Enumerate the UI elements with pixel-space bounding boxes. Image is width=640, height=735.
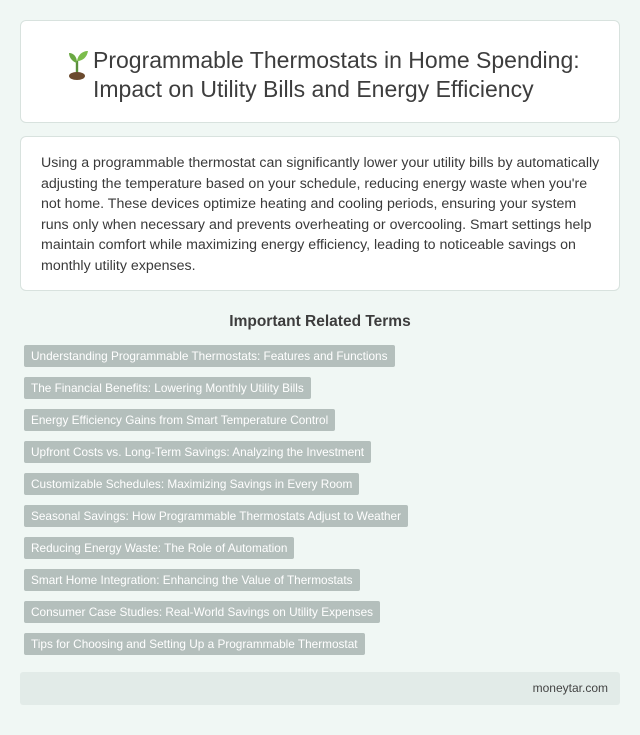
- related-terms-list: Understanding Programmable Thermostats: …: [24, 345, 614, 665]
- intro-card: Using a programmable thermostat can sign…: [20, 136, 620, 291]
- related-term-link[interactable]: Consumer Case Studies: Real-World Saving…: [24, 601, 381, 623]
- related-term-link[interactable]: Seasonal Savings: How Programmable Therm…: [24, 505, 409, 527]
- sprout-icon: [69, 51, 88, 80]
- footer-bar: moneytar.com: [20, 672, 620, 705]
- header-card: Programmable Thermostats in Home Spendin…: [20, 20, 620, 123]
- related-term-link[interactable]: Tips for Choosing and Setting Up a Progr…: [24, 633, 365, 655]
- related-terms-heading: Important Related Terms: [229, 313, 411, 330]
- related-term-link[interactable]: Understanding Programmable Thermostats: …: [24, 345, 395, 367]
- intro-paragraph: Using a programmable thermostat can sign…: [41, 155, 600, 274]
- footer-site-link[interactable]: moneytar.com: [532, 681, 608, 695]
- related-term-link[interactable]: Energy Efficiency Gains from Smart Tempe…: [24, 409, 336, 431]
- page-title: Programmable Thermostats in Home Spendin…: [93, 47, 580, 102]
- related-term-link[interactable]: Upfront Costs vs. Long-Term Savings: Ana…: [24, 441, 372, 463]
- related-term-link[interactable]: Customizable Schedules: Maximizing Savin…: [24, 473, 360, 495]
- related-term-link[interactable]: Smart Home Integration: Enhancing the Va…: [24, 569, 360, 591]
- related-term-link[interactable]: The Financial Benefits: Lowering Monthly…: [24, 377, 311, 399]
- related-term-link[interactable]: Reducing Energy Waste: The Role of Autom…: [24, 537, 295, 559]
